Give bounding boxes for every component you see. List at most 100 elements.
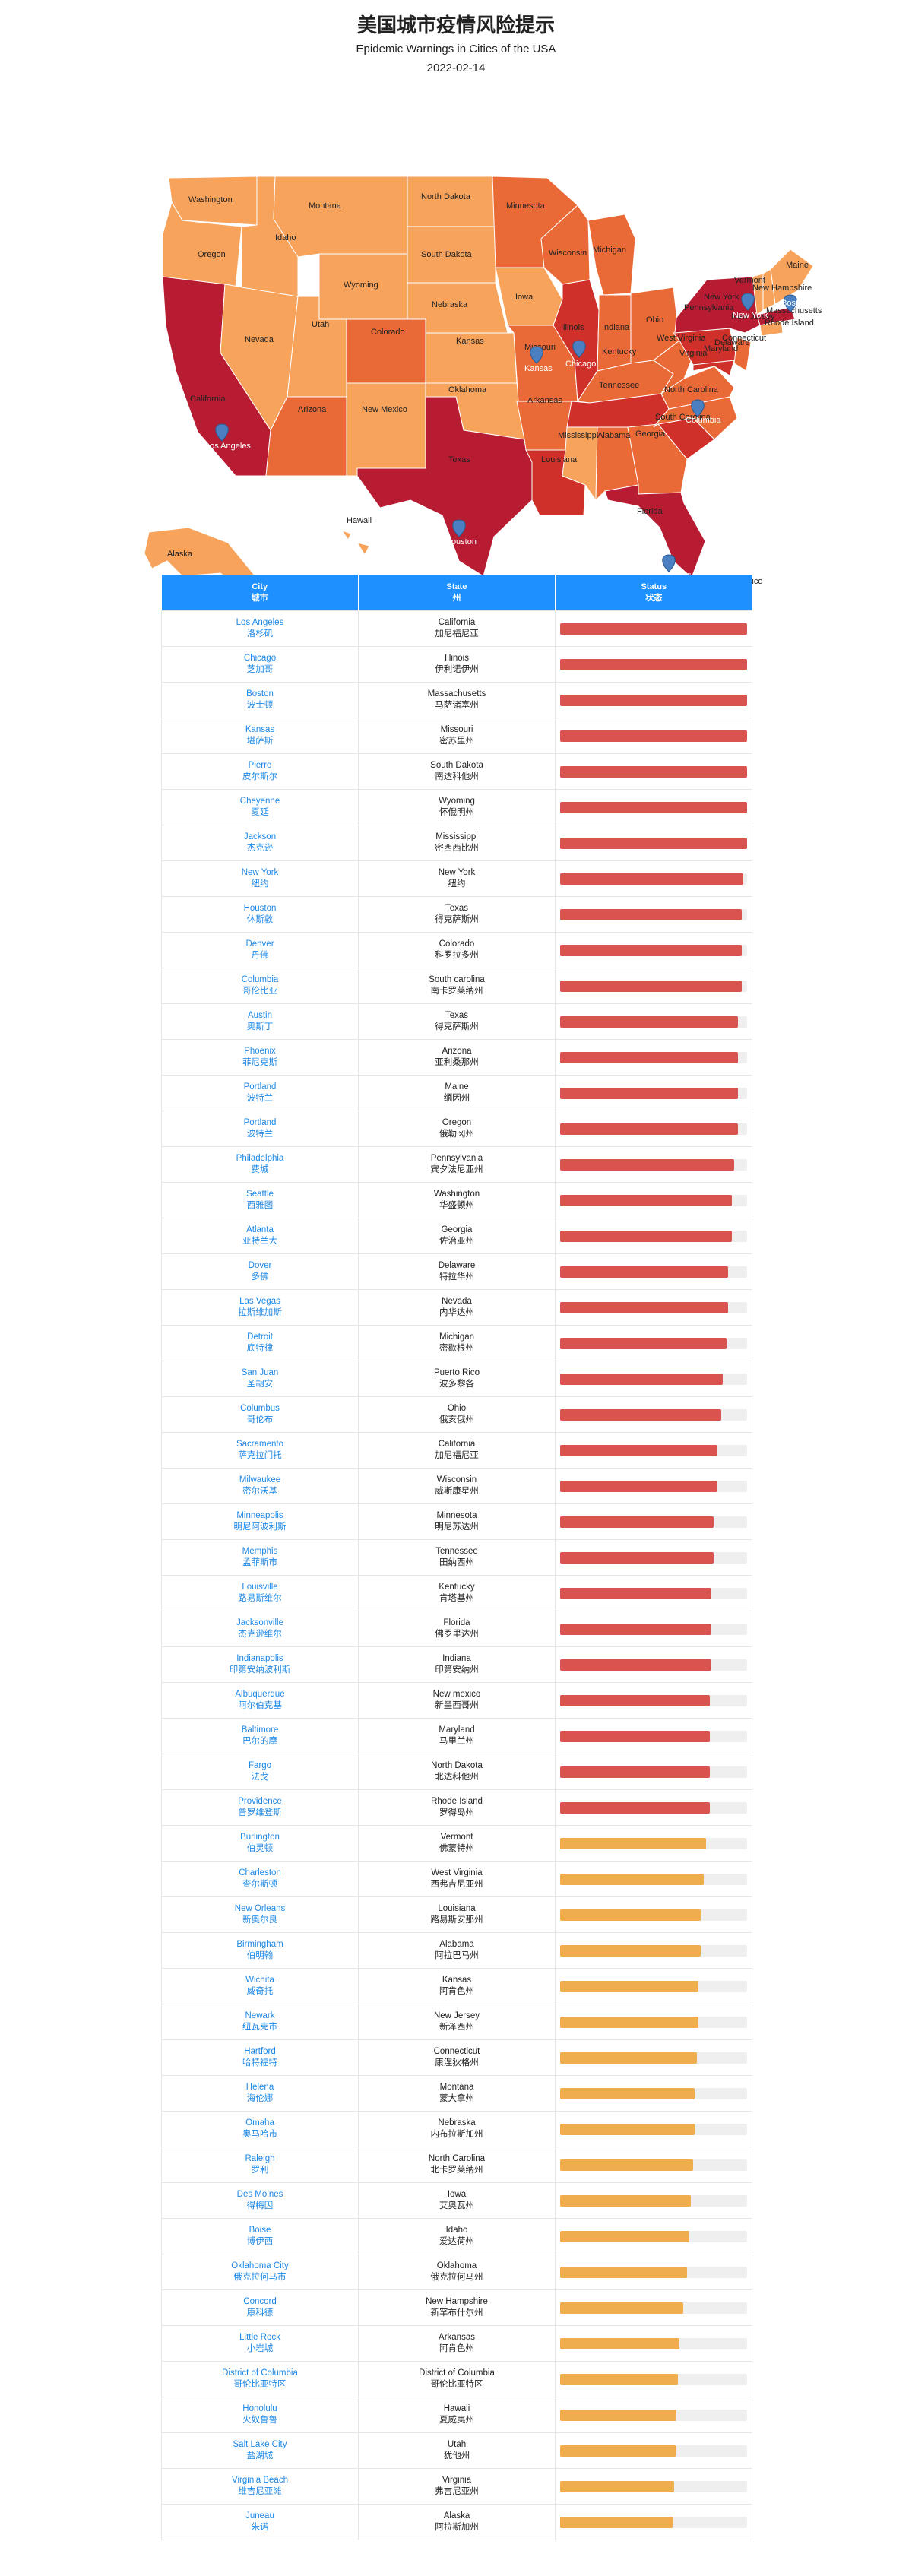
city-cell[interactable]: Salt Lake City 盐湖城 — [161, 2432, 359, 2469]
city-cell[interactable]: Honolulu 火奴鲁鲁 — [161, 2397, 359, 2433]
city-cell[interactable]: Austin 奥斯丁 — [161, 1003, 359, 1040]
city-name-zh[interactable]: 阿尔伯克基 — [238, 1701, 282, 1710]
city-name-zh[interactable]: 杰克逊维尔 — [238, 1630, 282, 1639]
city-name-en[interactable]: Portland — [243, 1082, 277, 1092]
city-cell[interactable]: Birmingham 伯明翰 — [161, 1932, 359, 1969]
usa-risk-map[interactable]: Washington Montana North Dakota Minnesot… — [0, 105, 912, 591]
city-name-zh[interactable]: 菲尼克斯 — [242, 1058, 277, 1067]
city-name-en[interactable]: Des Moines — [236, 2190, 283, 2199]
city-name-zh[interactable]: 火奴鲁鲁 — [242, 2416, 277, 2425]
city-cell[interactable]: Philadelphia 费城 — [161, 1146, 359, 1183]
usa-map-svg[interactable]: Washington Montana North Dakota Minnesot… — [0, 105, 912, 591]
city-name-zh[interactable]: 堪萨斯 — [246, 737, 274, 746]
city-name-zh[interactable]: 西雅图 — [246, 1201, 274, 1210]
city-name-en[interactable]: Louisville — [242, 1583, 278, 1592]
city-name-en[interactable]: Charleston — [239, 1868, 281, 1877]
city-cell[interactable]: Newark 纽瓦克市 — [161, 2004, 359, 2040]
city-cell[interactable]: Chicago 芝加哥 — [161, 646, 359, 683]
city-name-en[interactable]: Kansas — [245, 725, 275, 734]
state-hawaii[interactable] — [340, 530, 370, 556]
city-cell[interactable]: Las Vegas 拉斯维加斯 — [161, 1289, 359, 1326]
city-name-en[interactable]: Jacksonville — [236, 1618, 283, 1627]
city-name-zh[interactable]: 普罗维登斯 — [238, 1808, 282, 1817]
city-name-en[interactable]: Wichita — [245, 1976, 274, 1985]
city-name-zh[interactable]: 路易斯维尔 — [238, 1594, 282, 1603]
city-cell[interactable]: Atlanta 亚特兰大 — [161, 1218, 359, 1254]
state-arizona[interactable] — [265, 396, 347, 477]
city-name-zh[interactable]: 费城 — [251, 1165, 269, 1174]
city-name-en[interactable]: Providence — [238, 1797, 282, 1806]
state-maine[interactable] — [770, 249, 814, 305]
city-name-en[interactable]: Los Angeles — [236, 618, 284, 627]
city-cell[interactable]: Burlington 伯灵顿 — [161, 1825, 359, 1862]
city-cell[interactable]: Columbus 哥伦布 — [161, 1396, 359, 1433]
city-name-zh[interactable]: 哥伦比亚特区 — [233, 2380, 287, 2389]
city-name-zh[interactable]: 巴尔的摩 — [242, 1737, 277, 1746]
city-cell[interactable]: Dover 多佛 — [161, 1253, 359, 1290]
city-name-zh[interactable]: 罗利 — [251, 2166, 269, 2175]
state-texas[interactable] — [356, 396, 533, 577]
state-montana[interactable] — [273, 176, 408, 258]
state-florida[interactable] — [604, 484, 706, 578]
city-name-en[interactable]: Boise — [249, 2226, 271, 2235]
city-name-en[interactable]: Albuquerque — [235, 1690, 285, 1699]
city-name-en[interactable]: Portland — [243, 1118, 277, 1127]
state-indiana[interactable] — [597, 294, 632, 372]
city-cell[interactable]: Helena 海伦娜 — [161, 2075, 359, 2112]
city-name-en[interactable]: Jackson — [243, 832, 277, 841]
marker-kansas[interactable]: Kansas — [524, 346, 553, 373]
city-name-zh[interactable]: 波士顿 — [246, 701, 274, 710]
state-new-york[interactable] — [674, 276, 761, 334]
city-cell[interactable]: Wichita 威奇托 — [161, 1968, 359, 2004]
city-cell[interactable]: Charleston 查尔斯顿 — [161, 1861, 359, 1897]
city-name-zh[interactable]: 康科德 — [246, 2308, 274, 2318]
city-cell[interactable]: Providence 普罗维登斯 — [161, 1789, 359, 1826]
city-name-zh[interactable]: 伯灵顿 — [246, 1844, 274, 1853]
city-name-en[interactable]: Hartford — [244, 2047, 276, 2056]
city-cell[interactable]: Boise 博伊西 — [161, 2218, 359, 2254]
city-name-zh[interactable]: 纽约 — [251, 879, 269, 889]
city-name-zh[interactable]: 奥马哈市 — [242, 2130, 277, 2139]
city-name-en[interactable]: Minneapolis — [236, 1511, 283, 1520]
city-name-en[interactable]: Philadelphia — [236, 1154, 284, 1163]
city-name-en[interactable]: Boston — [246, 689, 274, 699]
city-cell[interactable]: Memphis 孟菲斯市 — [161, 1539, 359, 1576]
state-massachusetts[interactable] — [756, 306, 796, 326]
city-cell[interactable]: Oklahoma City 俄克拉何马市 — [161, 2254, 359, 2290]
state-michigan[interactable] — [587, 214, 636, 296]
city-name-zh[interactable]: 丹佛 — [251, 951, 269, 960]
city-name-en[interactable]: Houston — [243, 904, 277, 913]
city-name-en[interactable]: Fargo — [248, 1761, 272, 1770]
marker-columbia[interactable]: Columbia — [686, 399, 721, 425]
city-name-zh[interactable]: 皮尔斯尔 — [242, 772, 277, 781]
city-cell[interactable]: Seattle 西雅图 — [161, 1182, 359, 1218]
city-name-en[interactable]: Honolulu — [242, 2404, 277, 2413]
city-name-zh[interactable]: 朱诺 — [251, 2523, 269, 2532]
city-name-en[interactable]: Phoenix — [244, 1047, 276, 1056]
city-cell[interactable]: Sacramento 萨克拉门托 — [161, 1432, 359, 1469]
city-name-en[interactable]: Detroit — [247, 1332, 273, 1342]
city-name-zh[interactable]: 新奥尔良 — [242, 1915, 277, 1925]
city-name-zh[interactable]: 海伦娜 — [246, 2094, 274, 2103]
marker-los-angeles[interactable]: Los Angeles — [205, 423, 251, 451]
city-name-en[interactable]: Memphis — [242, 1547, 278, 1556]
city-name-en[interactable]: Milwaukee — [239, 1475, 281, 1484]
state-new-jersey[interactable] — [733, 337, 752, 372]
city-name-zh[interactable]: 印第安纳波利斯 — [229, 1665, 291, 1675]
city-cell[interactable]: Des Moines 得梅因 — [161, 2182, 359, 2219]
city-cell[interactable]: Minneapolis 明尼阿波利斯 — [161, 1503, 359, 1540]
city-name-en[interactable]: Columbus — [240, 1404, 280, 1413]
city-name-en[interactable]: Las Vegas — [239, 1297, 280, 1306]
city-name-en[interactable]: Denver — [245, 939, 274, 949]
city-cell[interactable]: Phoenix 菲尼克斯 — [161, 1039, 359, 1076]
state-connecticut[interactable] — [759, 320, 784, 337]
city-cell[interactable]: Portland 波特兰 — [161, 1075, 359, 1111]
city-name-zh[interactable]: 哥伦布 — [246, 1415, 274, 1424]
city-cell[interactable]: Louisville 路易斯维尔 — [161, 1575, 359, 1611]
city-cell[interactable]: Los Angeles 洛杉矶 — [161, 610, 359, 647]
state-arkansas[interactable] — [516, 401, 572, 451]
state-washington[interactable] — [168, 176, 258, 226]
city-name-zh[interactable]: 盐湖城 — [246, 2451, 274, 2460]
city-name-zh[interactable]: 法戈 — [251, 1773, 269, 1782]
city-name-en[interactable]: Indianapolis — [236, 1654, 283, 1663]
